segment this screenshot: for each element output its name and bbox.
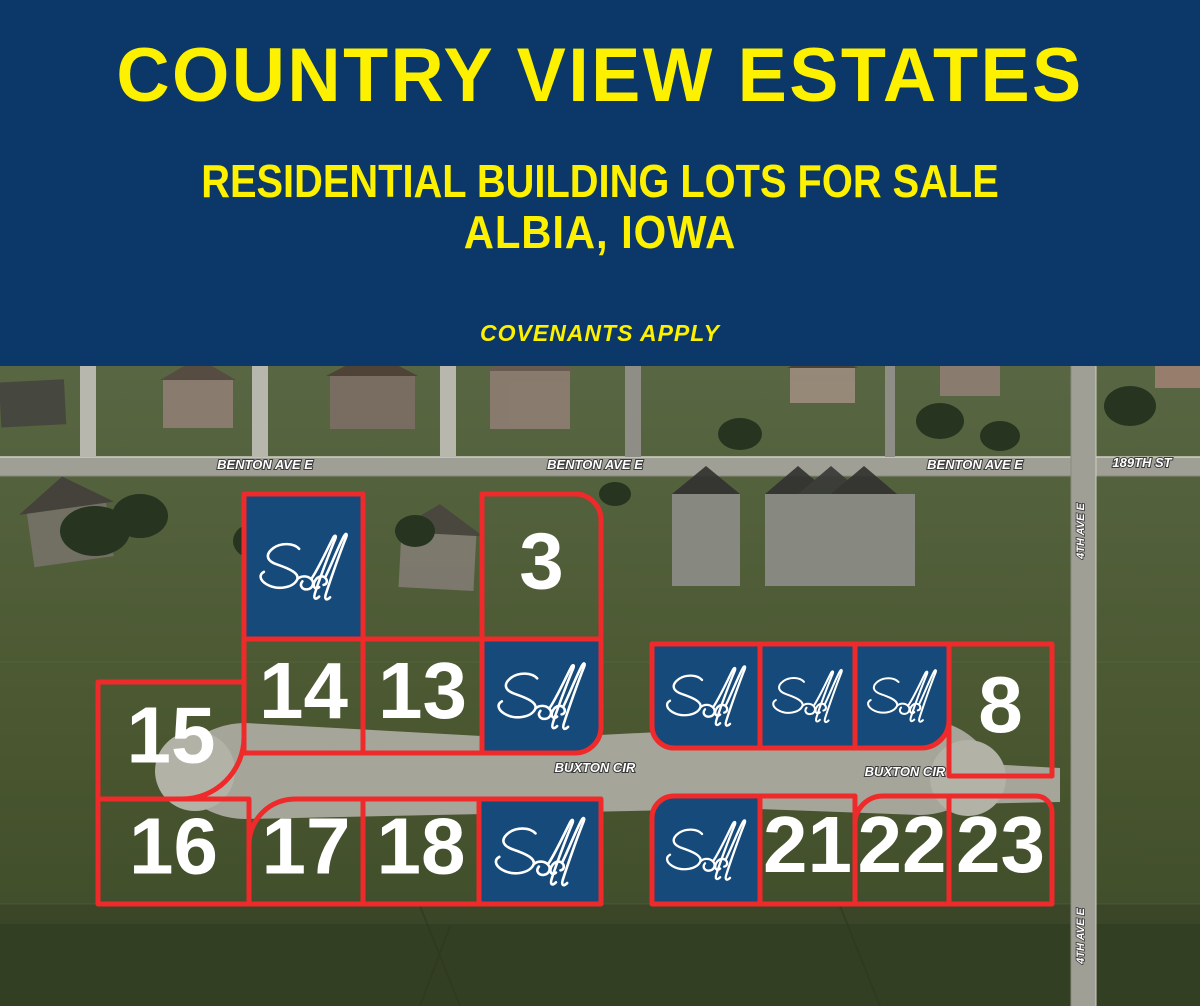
svg-text:13: 13 <box>378 646 467 735</box>
svg-text:189TH ST: 189TH ST <box>1112 455 1172 470</box>
svg-text:16: 16 <box>129 802 218 891</box>
svg-text:3: 3 <box>519 517 564 606</box>
svg-text:14: 14 <box>259 646 348 735</box>
svg-text:17: 17 <box>262 802 351 891</box>
svg-text:BUXTON CIR: BUXTON CIR <box>555 760 636 775</box>
svg-text:BENTON AVE E: BENTON AVE E <box>547 457 643 472</box>
svg-text:21: 21 <box>763 800 852 889</box>
svg-text:18: 18 <box>377 802 466 891</box>
svg-text:8: 8 <box>978 660 1023 749</box>
svg-text:15: 15 <box>127 691 216 780</box>
svg-text:4TH AVE E: 4TH AVE E <box>1075 503 1087 560</box>
svg-text:23: 23 <box>956 800 1045 889</box>
svg-text:22: 22 <box>858 800 947 889</box>
svg-text:BENTON AVE E: BENTON AVE E <box>217 457 313 472</box>
svg-text:BENTON AVE E: BENTON AVE E <box>927 457 1023 472</box>
svg-text:BUXTON CIR: BUXTON CIR <box>865 764 946 779</box>
svg-text:4TH AVE E: 4TH AVE E <box>1075 908 1087 965</box>
